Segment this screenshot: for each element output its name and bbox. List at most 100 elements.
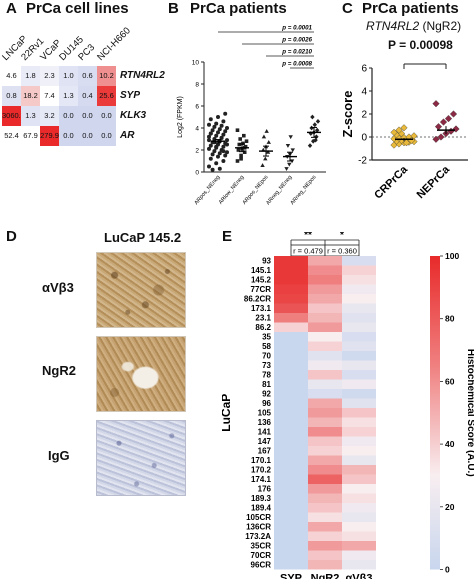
panel-e-cell <box>342 484 376 494</box>
panel-e-cell <box>308 550 342 560</box>
panel-e-cell <box>308 303 342 313</box>
panel-e-row-label: 173.1 <box>251 304 272 313</box>
panel-a-cell: 4.6 <box>2 66 21 86</box>
panel-e-cell <box>274 370 308 380</box>
panel-e-cell <box>342 351 376 361</box>
panel-b-letter: B <box>168 0 179 17</box>
panel-e-cell <box>342 560 376 570</box>
panel-e-row-label: 70 <box>262 352 271 361</box>
panel-e-cell <box>342 256 376 266</box>
panel-b-point <box>284 167 289 171</box>
panel-b-point <box>288 135 293 140</box>
panel-a-cell: 0.0 <box>78 126 97 146</box>
panel-e-cell <box>342 493 376 503</box>
panel-c-point <box>400 124 408 132</box>
panel-c-point <box>434 123 443 131</box>
panel-e-row-label: 78 <box>262 371 271 380</box>
panel-e-colorbar-tick-label: 20 <box>445 502 455 512</box>
panel-e-row-label: 86.2CR <box>244 295 271 304</box>
panel-e-cell <box>308 256 342 266</box>
panel-e-colorbar-tick-label: 80 <box>445 314 455 324</box>
panel-e-row-label: 174.1 <box>251 475 272 484</box>
panel-e-row-label: 141 <box>258 428 272 437</box>
panel-e-cell <box>274 493 308 503</box>
panel-a-cell: 2.3 <box>40 66 59 86</box>
panel-e-row-label: 170.2 <box>251 466 272 475</box>
panel-b-point <box>225 126 229 130</box>
panel-d-letter: D <box>6 228 17 245</box>
panel-e-cell <box>308 389 342 399</box>
panel-b-point <box>242 133 246 138</box>
panel-b-point <box>221 149 226 154</box>
panel-e-r-left: r = 0.479 <box>293 247 323 256</box>
panel-a-cell: 25.6 <box>97 86 116 106</box>
panel-e-row-label: 167 <box>258 447 272 456</box>
panel-c-point <box>410 132 418 140</box>
panel-c-y-tick-label: -2 <box>358 156 367 167</box>
panel-a-cell: 0.0 <box>59 126 78 146</box>
panel-e-cell <box>274 360 308 370</box>
panel-b-point <box>216 130 220 135</box>
panel-e-cell <box>308 417 342 427</box>
panel-b-point <box>236 148 241 152</box>
panel-e-cell <box>308 484 342 494</box>
panel-e-r-right: r = 0.360 <box>327 247 357 256</box>
panel-b-point <box>239 157 243 161</box>
micrograph-ngr2 <box>96 336 186 412</box>
panel-e-cell <box>274 265 308 275</box>
panel-e-cell <box>274 275 308 285</box>
panel-e-cell <box>342 455 376 465</box>
panel-e-cell <box>342 417 376 427</box>
panel-d-title: LuCaP 145.2 <box>104 230 182 245</box>
panel-b-point <box>244 139 249 143</box>
panel-b-point <box>208 117 213 122</box>
panel-b-point <box>310 114 315 120</box>
panel-b-point <box>223 153 228 158</box>
panel-e-cell <box>342 265 376 275</box>
panel-b-point <box>210 152 215 157</box>
panel-e-cell <box>342 436 376 446</box>
panel-e-heatmap: ** *r = 0.479 r = 0.36093145.1145.277CR86.… <box>222 232 474 579</box>
panel-e-cell <box>342 275 376 285</box>
panel-e-cell <box>274 474 308 484</box>
panel-a-cell: 0.4 <box>78 86 97 106</box>
panel-b-point <box>225 150 229 155</box>
panel-c-letter: C <box>342 0 353 17</box>
panel-e-cell <box>342 550 376 560</box>
panel-b-point <box>225 138 229 143</box>
panel-a-cell: 0.0 <box>97 126 116 146</box>
panel-e-cell <box>342 398 376 408</box>
panel-a-column-label: NCI-H660 <box>95 25 133 63</box>
panel-b-pvalue: p = 0.0001 <box>281 25 312 32</box>
panel-e-cell <box>308 294 342 304</box>
panel-b-y-tick-label: 6 <box>195 104 199 111</box>
panel-b-point <box>241 141 245 146</box>
panel-b-point <box>216 115 220 119</box>
panel-e-cell <box>274 512 308 522</box>
panel-d-label-ngr2: NgR2 <box>42 363 76 378</box>
panel-e-row-label: 35CR <box>251 542 272 551</box>
panel-e-colorbar-tick-label: 0 <box>445 565 450 575</box>
panel-a-cell: 0.0 <box>97 106 116 126</box>
panel-b-point <box>217 151 222 156</box>
panel-e-row-label: 92 <box>262 390 271 399</box>
panel-e-cell <box>342 408 376 418</box>
panel-e-cell <box>342 370 376 380</box>
panel-e-cell <box>274 531 308 541</box>
panel-e-cell <box>274 341 308 351</box>
panel-b-point <box>239 153 243 158</box>
panel-e-row-label: 189.3 <box>251 494 272 503</box>
panel-e-cell <box>274 417 308 427</box>
panel-e-cell <box>342 427 376 437</box>
panel-e-cell <box>308 265 342 275</box>
panel-c-point <box>402 139 411 147</box>
panel-e-cell <box>342 322 376 332</box>
panel-e-row-label: 145.2 <box>251 276 272 285</box>
panel-e-cell <box>342 531 376 541</box>
panel-e-cell <box>274 332 308 342</box>
panel-c-scatter: -2 0 2 4 6 Z-score CRPrCa NEPrCa <box>342 63 468 202</box>
panel-c-y-tick-label: 0 <box>361 133 367 144</box>
panel-c-subtitle: RTN4RL2 (NgR2) <box>366 19 461 33</box>
panel-e-cell <box>308 560 342 570</box>
